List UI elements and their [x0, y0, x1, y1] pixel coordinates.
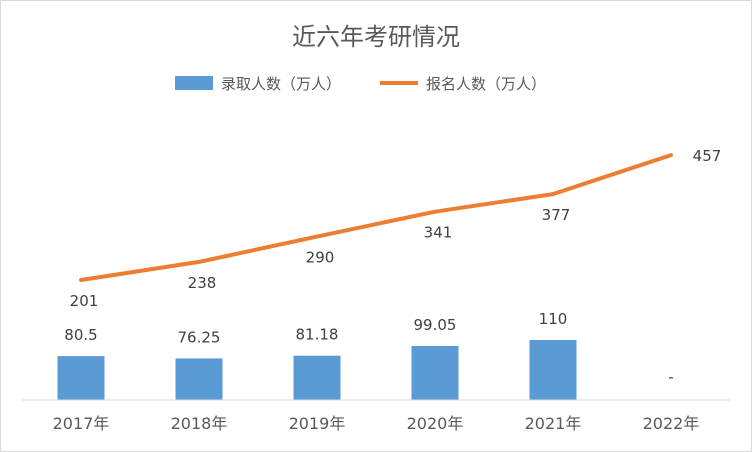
line-label-1: 238	[188, 274, 217, 292]
bar-2	[293, 355, 341, 400]
legend-bar-label: 录取人数（万人）	[221, 75, 341, 93]
legend-line-label: 报名人数（万人）	[426, 75, 546, 93]
legend: 录取人数（万人） 报名人数（万人）	[175, 75, 546, 93]
bar-4	[529, 340, 577, 400]
bar-series	[57, 340, 577, 400]
line-series	[79, 153, 673, 282]
bar-label-3: 99.05	[414, 316, 457, 334]
x-tick-0: 2017年	[53, 414, 110, 433]
legend-bar-swatch	[175, 76, 213, 90]
line-label-0: 201	[70, 292, 99, 310]
chart-title: 近六年考研情况	[292, 23, 460, 51]
line-label-3: 341	[424, 224, 453, 242]
line-label-5: 457	[693, 147, 722, 165]
line-label-4: 377	[542, 206, 571, 224]
bar-label-2: 81.18	[296, 326, 339, 344]
bar-label-1: 76.25	[178, 328, 221, 346]
line-label-2: 290	[306, 249, 335, 267]
bar-1	[175, 358, 223, 400]
x-tick-3: 2020年	[407, 414, 464, 433]
x-tick-1: 2018年	[171, 414, 228, 433]
bar-data-labels: 80.5 76.25 81.18 99.05 110 -	[64, 310, 673, 386]
bar-0	[57, 356, 105, 400]
x-tick-2: 2019年	[289, 414, 346, 433]
x-tick-5: 2022年	[643, 414, 700, 433]
x-tick-4: 2021年	[525, 414, 582, 433]
bar-3	[411, 346, 459, 400]
bar-label-0: 80.5	[64, 326, 97, 344]
x-tick-labels: 2017年 2018年 2019年 2020年 2021年 2022年	[53, 414, 700, 433]
bar-label-4: 110	[539, 310, 568, 328]
bar-label-5: -	[668, 368, 673, 386]
line-data-labels: 201 238 290 341 377 457	[70, 147, 722, 310]
